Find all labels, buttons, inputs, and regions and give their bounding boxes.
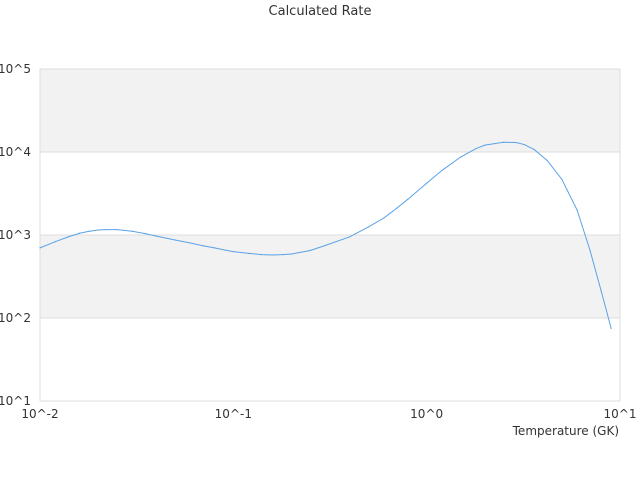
data-point — [610, 327, 612, 329]
data-point — [105, 229, 107, 231]
data-point — [202, 245, 204, 247]
data-point — [131, 230, 133, 232]
data-point — [546, 159, 548, 162]
x-tick-label: 10^-2 — [21, 407, 58, 421]
plot-band — [40, 69, 620, 152]
data-point — [174, 239, 176, 241]
plot-bands — [40, 69, 620, 318]
data-point — [78, 232, 81, 234]
series-group — [39, 141, 612, 329]
y-tick-label: 10^2 — [0, 311, 31, 325]
data-point — [367, 226, 370, 228]
data-point — [260, 254, 263, 256]
data-point — [426, 182, 428, 184]
y-tick-label: 10^4 — [0, 145, 31, 159]
data-point — [155, 235, 157, 237]
data-point — [383, 217, 385, 219]
data-point — [213, 247, 216, 249]
y-tick-label: 10^5 — [0, 62, 31, 76]
data-point — [232, 251, 234, 253]
data-point — [39, 247, 41, 249]
data-point — [484, 144, 486, 146]
data-point — [324, 244, 327, 246]
data-point — [475, 147, 477, 150]
data-point — [54, 241, 56, 243]
data-point — [441, 169, 443, 172]
data-point — [144, 232, 146, 235]
data-point — [349, 236, 351, 238]
chart-title: Calculated Rate — [268, 4, 372, 19]
data-point — [515, 141, 517, 144]
x-tick-label: 10^1 — [604, 407, 637, 421]
y-tick-label: 10^1 — [0, 394, 31, 408]
x-axis-tick-labels: 10^-2 10^-1 10^0 10^1 — [21, 407, 636, 421]
x-axis-title: Temperature (GK) — [512, 424, 619, 438]
data-point — [523, 143, 525, 146]
data-point — [589, 249, 591, 252]
grid-lines — [39, 68, 621, 402]
x-tick-label: 10^0 — [410, 407, 443, 421]
data-point — [600, 290, 602, 292]
data-point — [396, 207, 398, 209]
data-point — [282, 254, 284, 256]
data-point — [88, 230, 90, 232]
data-point — [533, 148, 535, 151]
data-point — [272, 254, 274, 256]
data-point — [116, 229, 118, 231]
data-point — [561, 178, 563, 180]
data-point — [67, 236, 69, 238]
data-point — [189, 242, 192, 244]
data-point — [309, 249, 311, 252]
y-axis-tick-labels: 10^1 10^2 10^3 10^4 10^5 — [0, 62, 31, 408]
data-point — [223, 249, 226, 251]
y-tick-label: 10^3 — [0, 228, 31, 242]
data-point — [460, 156, 462, 158]
data-point — [290, 253, 293, 255]
x-tick-label: 10^-1 — [215, 407, 252, 421]
data-point — [248, 252, 250, 255]
series-line — [39, 141, 612, 329]
data-point — [97, 229, 99, 231]
data-point — [503, 141, 505, 143]
plot-band — [40, 235, 620, 318]
data-point — [407, 198, 409, 200]
data-point — [576, 209, 578, 211]
